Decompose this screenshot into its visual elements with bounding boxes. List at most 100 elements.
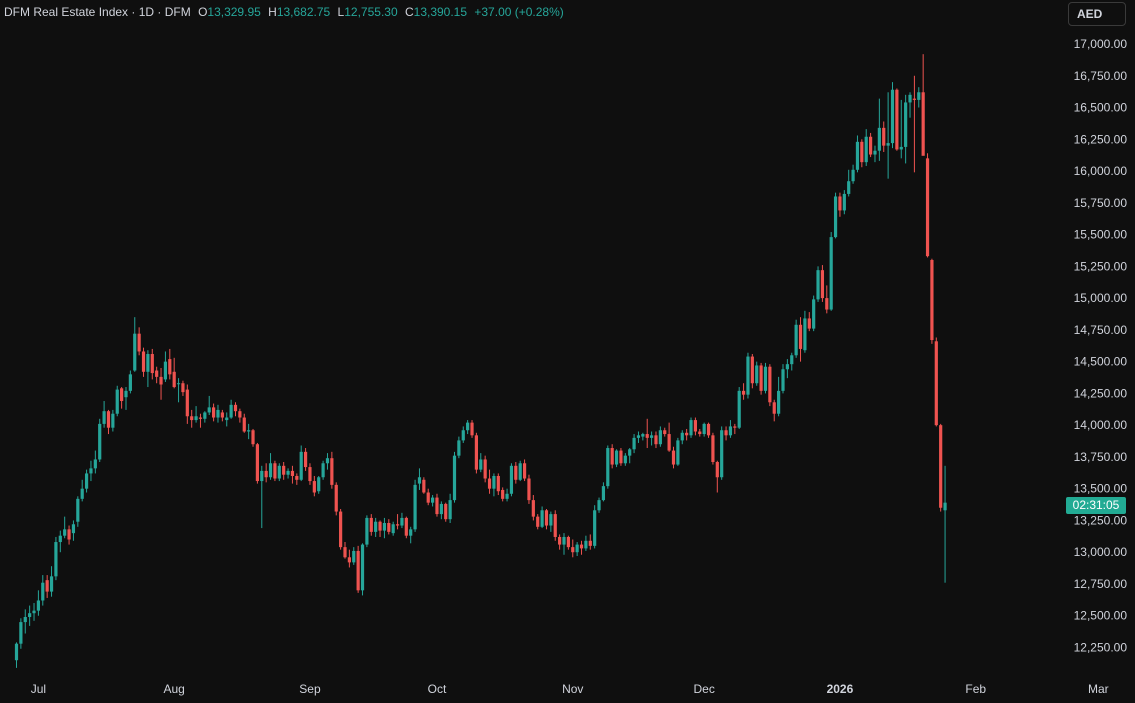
candle-body <box>593 510 597 546</box>
candle <box>71 520 76 541</box>
candle <box>102 401 106 428</box>
high-key: H <box>268 5 277 19</box>
candle-body <box>755 365 759 384</box>
price-tick-label: 14,500.00 <box>1074 355 1128 369</box>
candle <box>593 505 597 549</box>
candle-body <box>838 196 842 211</box>
candle <box>588 534 592 550</box>
candle-body <box>233 404 238 412</box>
candle <box>904 94 908 164</box>
candle-body <box>720 430 724 478</box>
price-axis[interactable]: 12,250.00 12,500.00 12,750.00 13,000.00 13,2… <box>1074 37 1128 655</box>
candle <box>299 445 303 482</box>
candle-body <box>334 484 338 512</box>
candle-body <box>597 500 601 511</box>
time-tick-label: Aug <box>164 682 185 696</box>
candle-body <box>514 465 518 480</box>
candle-body <box>282 465 286 475</box>
candle-body <box>487 478 492 489</box>
candle <box>676 437 680 466</box>
candle-body <box>492 475 496 489</box>
candle <box>106 409 111 435</box>
candle <box>558 534 562 550</box>
candle-body <box>325 458 330 464</box>
time-axis[interactable]: JulAugSepOctNovDec2026FebMarApr <box>31 682 1135 696</box>
candle <box>798 317 803 362</box>
candle-body <box>36 600 40 611</box>
candle <box>829 232 833 311</box>
candle <box>220 409 224 422</box>
candle <box>369 514 373 536</box>
candle-body <box>750 356 754 384</box>
candle-body <box>356 550 360 591</box>
price-tick-label: 13,000.00 <box>1074 545 1128 559</box>
candle-body <box>531 500 535 517</box>
candle-body <box>549 514 553 526</box>
candle <box>163 351 168 382</box>
candle <box>28 605 32 626</box>
candle <box>452 451 457 503</box>
candle <box>768 364 772 407</box>
open-value: 13,329.95 <box>207 5 261 19</box>
candle-body <box>825 298 829 310</box>
candle <box>67 525 71 545</box>
candle-body <box>798 324 803 349</box>
candle-body <box>159 376 163 385</box>
candle <box>203 411 207 423</box>
candle-body <box>128 374 132 391</box>
candle <box>487 469 492 494</box>
candle <box>917 87 921 108</box>
countdown-price-tag: 02:31:05 <box>1066 497 1126 514</box>
candle <box>842 190 846 215</box>
candle <box>925 153 930 258</box>
candle <box>426 488 430 506</box>
symbol-title[interactable]: DFM Real Estate Index · 1D · DFM <box>4 5 191 19</box>
candle <box>912 75 916 173</box>
candle <box>860 139 864 168</box>
candle <box>724 426 728 441</box>
candle <box>448 493 452 523</box>
candle <box>303 448 308 471</box>
candle <box>417 468 422 490</box>
candle <box>728 420 733 438</box>
candle-body <box>360 544 365 591</box>
candle-body <box>352 550 356 563</box>
symbol-legend[interactable]: DFM Real Estate Index · 1D · DFM O13,329… <box>4 4 564 20</box>
candle-body <box>194 416 198 421</box>
candle-body <box>790 355 794 365</box>
currency-button[interactable]: AED <box>1068 2 1126 26</box>
candle <box>439 501 443 520</box>
candle <box>330 451 334 489</box>
candle <box>286 468 290 479</box>
candle <box>930 258 934 344</box>
candle <box>693 417 697 436</box>
candle <box>890 82 895 149</box>
candle <box>781 364 785 394</box>
candle-body <box>579 544 584 549</box>
candle <box>650 431 654 446</box>
candle-body <box>939 425 943 508</box>
candle-body <box>303 451 308 468</box>
candle <box>610 444 614 469</box>
candle-body <box>115 389 119 414</box>
candle <box>579 540 584 555</box>
candle-body <box>636 435 641 438</box>
candle <box>76 496 80 527</box>
candle-body <box>562 536 566 545</box>
candle <box>737 387 741 429</box>
candle <box>168 348 172 380</box>
candle-body <box>347 557 351 563</box>
candle <box>895 88 899 151</box>
candle-body <box>566 536 570 548</box>
candles-layer <box>14 54 947 668</box>
candle <box>360 543 365 596</box>
candle-body <box>312 481 316 493</box>
candle-body <box>715 462 719 478</box>
candle-body <box>890 89 895 144</box>
candle-body <box>904 102 908 147</box>
candle-body <box>251 430 255 445</box>
time-tick-label: Jul <box>31 682 46 696</box>
candle-body <box>431 497 435 503</box>
candle-body <box>777 390 781 414</box>
